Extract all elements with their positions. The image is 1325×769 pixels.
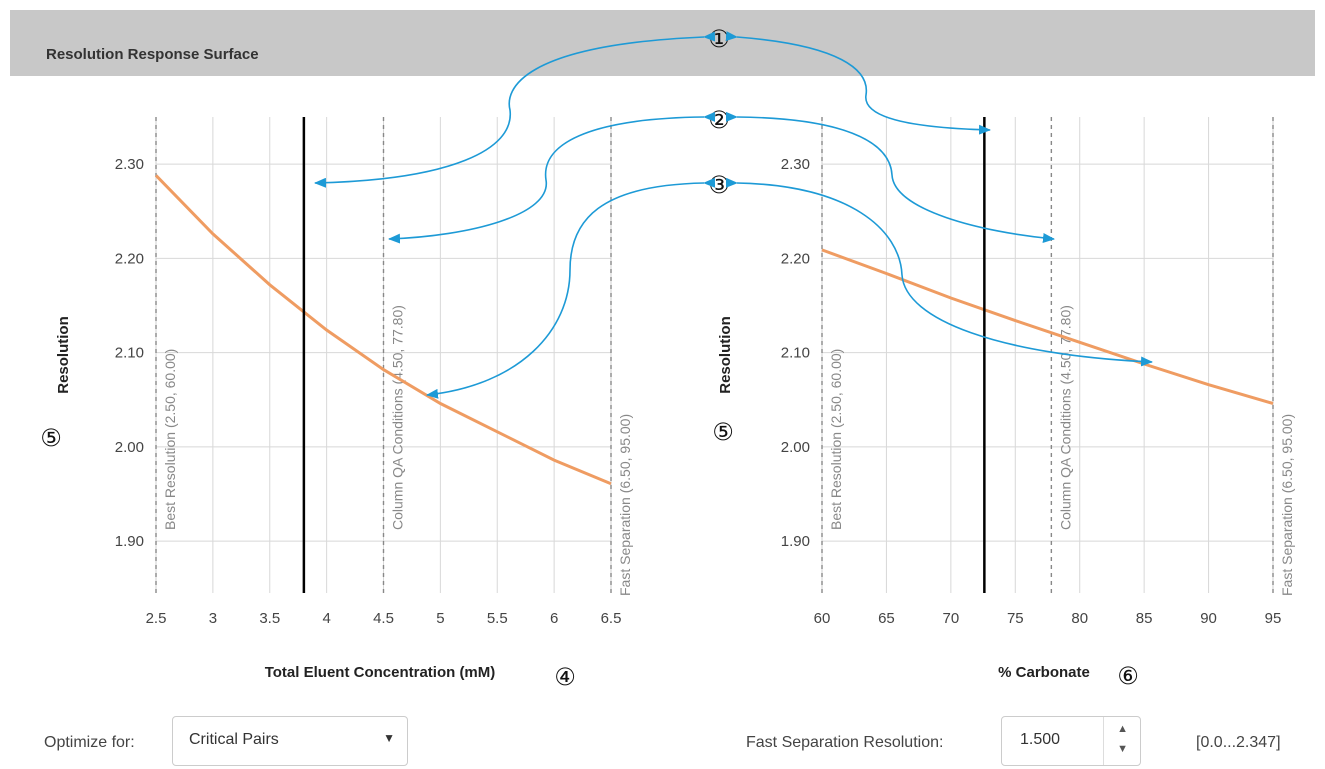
reference-line-label: Column QA Conditions (4.50, 77.80)	[390, 305, 406, 530]
y-tick-label: 2.00	[781, 439, 810, 456]
callout-6: ⑥	[1117, 662, 1139, 690]
callout-3: ③	[708, 171, 730, 199]
arrow-3-to-left-curve	[426, 177, 716, 399]
x-tick-label: 6.5	[601, 610, 622, 627]
y-tick-label: 1.90	[115, 533, 144, 550]
y-tick-label: 2.00	[115, 439, 144, 456]
callout-5-right: ⑤	[712, 418, 734, 446]
chart-right: 60 65 70 75 80 85 90 95 1.90 2.00 2.10 2.20 2.30 Best…	[781, 117, 1295, 627]
reference-line-label: Best Resolution (2.50, 60.00)	[162, 349, 178, 530]
right-y-axis-label: Resolution	[717, 316, 734, 394]
arrow-3-to-right-curve	[725, 177, 1153, 367]
optimize-for-label: Optimize for:	[44, 734, 135, 751]
fast-separation-range: [0.0...2.347]	[1196, 734, 1281, 751]
left-x-axis-label: Total Eluent Concentration (mM)	[265, 664, 496, 681]
callout-1: ①	[708, 25, 730, 53]
y-tick-label: 2.30	[115, 156, 144, 173]
arrow-1-to-right-current	[725, 31, 991, 135]
chart-left: 2.5 3 3.5 4 4.5 5 5.5 6 6.5 1.90 2.00 2.10 2.20 2.30 B…	[115, 117, 633, 627]
y-tick-label: 2.20	[781, 250, 810, 267]
page-title: Resolution Response Surface	[46, 46, 259, 63]
x-tick-label: 3.5	[259, 610, 280, 627]
arrow-1-to-left-current	[314, 31, 716, 188]
reference-line-label: Fast Separation (6.50, 95.00)	[617, 414, 633, 596]
x-tick-label: 4	[322, 610, 330, 627]
x-tick-label: 85	[1136, 610, 1153, 627]
optimize-for-select[interactable]: Critical Pairs ▼	[172, 716, 408, 766]
reference-line-label: Best Resolution (2.50, 60.00)	[828, 349, 844, 530]
left-y-axis-label: Resolution	[55, 316, 72, 394]
callout-5-left: ⑤	[40, 424, 62, 452]
x-tick-label: 80	[1071, 610, 1088, 627]
spinner[interactable]: ▲ ▼	[1103, 717, 1140, 765]
y-tick-label: 2.10	[115, 345, 144, 362]
chevron-down-icon: ▼	[383, 731, 395, 745]
x-tick-label: 4.5	[373, 610, 394, 627]
x-tick-label: 3	[209, 610, 217, 627]
x-tick-label: 70	[943, 610, 960, 627]
arrow-2-to-right-qa	[725, 111, 1055, 243]
callout-2: ②	[708, 106, 730, 134]
x-tick-label: 5.5	[487, 610, 508, 627]
fast-separation-label: Fast Separation Resolution:	[746, 734, 944, 751]
y-tick-label: 2.20	[115, 250, 144, 267]
x-tick-label: 2.5	[146, 610, 167, 627]
callout-4: ④	[554, 663, 576, 691]
optimize-for-value: Critical Pairs	[189, 731, 279, 748]
x-tick-label: 75	[1007, 610, 1024, 627]
x-tick-label: 90	[1200, 610, 1217, 627]
spin-up-icon[interactable]: ▲	[1117, 723, 1128, 735]
y-tick-label: 2.10	[781, 345, 810, 362]
reference-line-label: Fast Separation (6.50, 95.00)	[1279, 414, 1295, 596]
x-tick-label: 60	[814, 610, 831, 627]
resolution-curve	[154, 174, 612, 486]
x-tick-label: 5	[436, 610, 444, 627]
y-tick-label: 1.90	[781, 533, 810, 550]
x-tick-label: 95	[1265, 610, 1282, 627]
y-tick-label: 2.30	[781, 156, 810, 173]
resolution-curve	[821, 248, 1274, 405]
spin-down-icon[interactable]: ▼	[1117, 743, 1128, 755]
arrow-2-to-left-qa	[388, 111, 716, 244]
x-tick-label: 65	[878, 610, 895, 627]
right-x-axis-label: % Carbonate	[998, 664, 1090, 681]
fast-separation-input[interactable]: 1.500 ▲ ▼	[1001, 716, 1141, 766]
x-tick-label: 6	[550, 610, 558, 627]
fast-separation-value: 1.500	[1020, 731, 1061, 748]
